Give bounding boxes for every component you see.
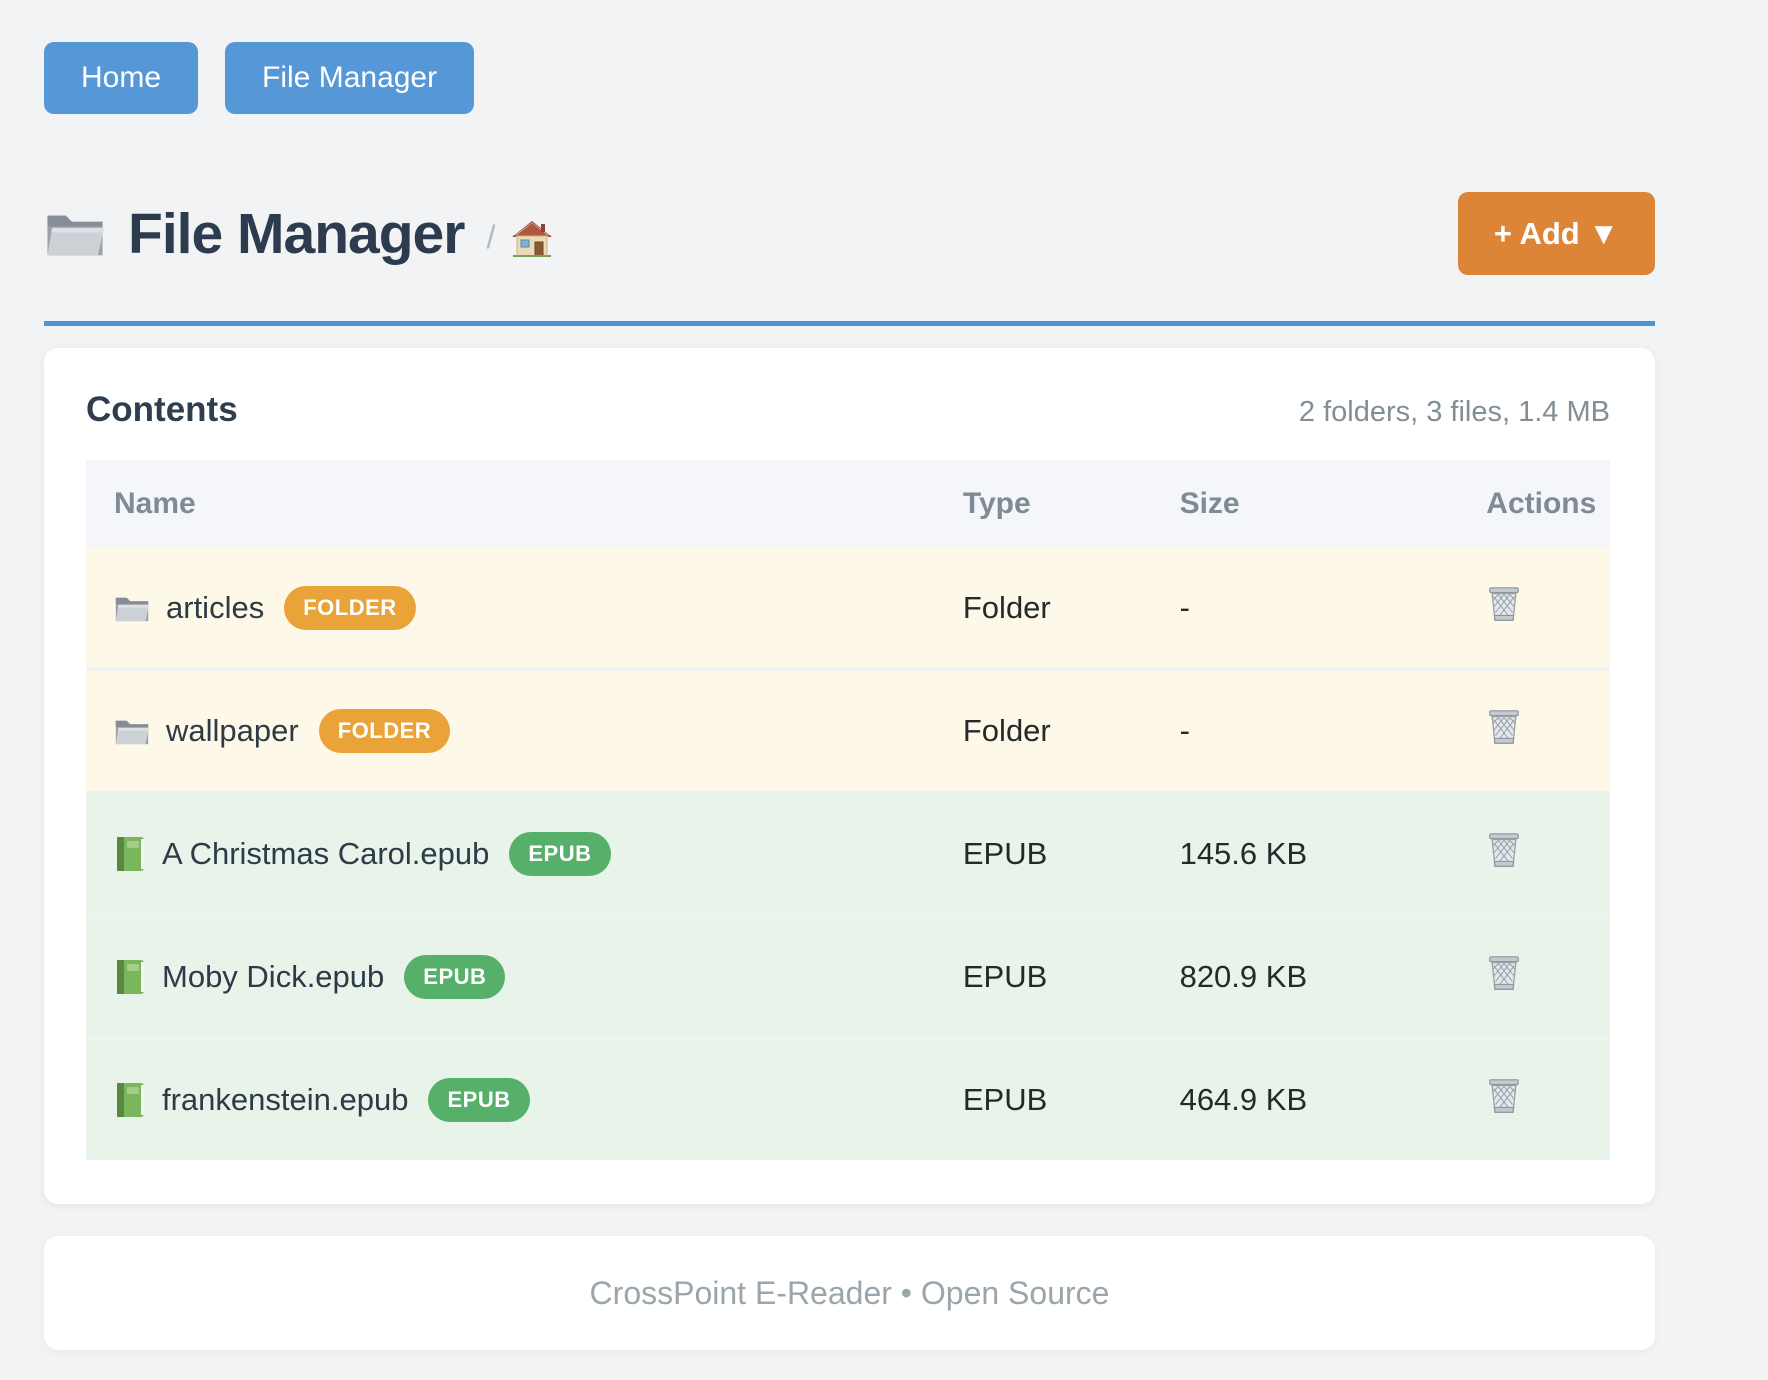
contents-card: Contents 2 folders, 3 files, 1.4 MB Name… bbox=[44, 348, 1655, 1204]
home-icon[interactable] bbox=[511, 220, 553, 258]
contents-title: Contents bbox=[86, 390, 238, 429]
file-name[interactable]: frankenstein.epub bbox=[162, 1082, 409, 1117]
delete-button[interactable] bbox=[1486, 1077, 1522, 1115]
breadcrumb-separator: / bbox=[486, 219, 496, 255]
file-name[interactable]: articles bbox=[166, 590, 265, 625]
table-row: articles FOLDER Folder - bbox=[86, 548, 1610, 670]
contents-table-body: articles FOLDER Folder - bbox=[86, 548, 1610, 1160]
wastebasket-icon bbox=[1486, 708, 1522, 746]
file-size: 820.9 KB bbox=[1179, 959, 1308, 994]
wastebasket-icon bbox=[1486, 954, 1522, 992]
file-size: - bbox=[1179, 713, 1190, 748]
type-badge: EPUB bbox=[428, 1078, 530, 1122]
contents-table: Name Type Size Actions bbox=[86, 460, 1610, 1160]
wastebasket-icon bbox=[1486, 585, 1522, 623]
file-size: 145.6 KB bbox=[1179, 836, 1308, 871]
top-nav: Home File Manager bbox=[44, 0, 1655, 114]
page-title: File Manager bbox=[128, 201, 465, 266]
file-type: EPUB bbox=[962, 1082, 1048, 1117]
type-badge: FOLDER bbox=[284, 586, 416, 630]
table-row: wallpaper FOLDER Folder - bbox=[86, 669, 1610, 793]
type-badge: EPUB bbox=[509, 832, 611, 876]
table-row: Moby Dick.epub EPUB EPUB 820.9 KB bbox=[86, 915, 1610, 1039]
type-badge: EPUB bbox=[404, 955, 506, 999]
table-row: A Christmas Carol.epub EPUB EPUB 145.6 K… bbox=[86, 792, 1610, 916]
heading-divider bbox=[44, 321, 1655, 326]
footer-text: CrossPoint E-Reader • Open Source bbox=[589, 1274, 1110, 1311]
table-header: Name Type Size Actions bbox=[86, 460, 1610, 548]
green-book-icon bbox=[114, 1082, 146, 1118]
folder-icon bbox=[114, 593, 150, 624]
file-size: 464.9 KB bbox=[1179, 1082, 1308, 1117]
file-type: Folder bbox=[962, 713, 1051, 748]
footer: CrossPoint E-Reader • Open Source bbox=[44, 1236, 1655, 1350]
file-name[interactable]: A Christmas Carol.epub bbox=[162, 836, 490, 871]
add-button[interactable]: + Add ▼ bbox=[1457, 192, 1655, 275]
file-type: EPUB bbox=[962, 836, 1048, 871]
contents-summary: 2 folders, 3 files, 1.4 MB bbox=[1298, 396, 1610, 428]
nav-file-manager-button[interactable]: File Manager bbox=[225, 42, 475, 114]
wastebasket-icon bbox=[1486, 1077, 1522, 1115]
page-title-group: File Manager / bbox=[44, 201, 553, 267]
column-header-type: Type bbox=[962, 460, 1180, 548]
column-header-name: Name bbox=[86, 460, 963, 548]
green-book-icon bbox=[114, 836, 146, 872]
delete-button[interactable] bbox=[1486, 954, 1522, 992]
page: Home File Manager File Manager / bbox=[44, 0, 1655, 1350]
folder-icon bbox=[44, 208, 106, 260]
file-name[interactable]: Moby Dick.epub bbox=[162, 959, 385, 994]
green-book-icon bbox=[114, 959, 146, 995]
delete-button[interactable] bbox=[1486, 585, 1522, 623]
contents-header: Contents 2 folders, 3 files, 1.4 MB bbox=[86, 390, 1610, 430]
table-row: frankenstein.epub EPUB EPUB 464.9 KB bbox=[86, 1038, 1610, 1160]
type-badge: FOLDER bbox=[318, 709, 451, 753]
file-name[interactable]: wallpaper bbox=[166, 713, 299, 748]
file-size: - bbox=[1179, 590, 1190, 625]
column-header-actions: Actions bbox=[1394, 460, 1610, 548]
file-type: Folder bbox=[962, 590, 1051, 625]
page-header: File Manager / + Add ▼ bbox=[44, 192, 1655, 275]
delete-button[interactable] bbox=[1486, 708, 1522, 746]
folder-icon bbox=[114, 716, 150, 747]
file-type: EPUB bbox=[962, 959, 1048, 994]
delete-button[interactable] bbox=[1486, 831, 1522, 869]
wastebasket-icon bbox=[1486, 831, 1522, 869]
column-header-size: Size bbox=[1179, 460, 1395, 548]
nav-home-button[interactable]: Home bbox=[44, 42, 199, 114]
